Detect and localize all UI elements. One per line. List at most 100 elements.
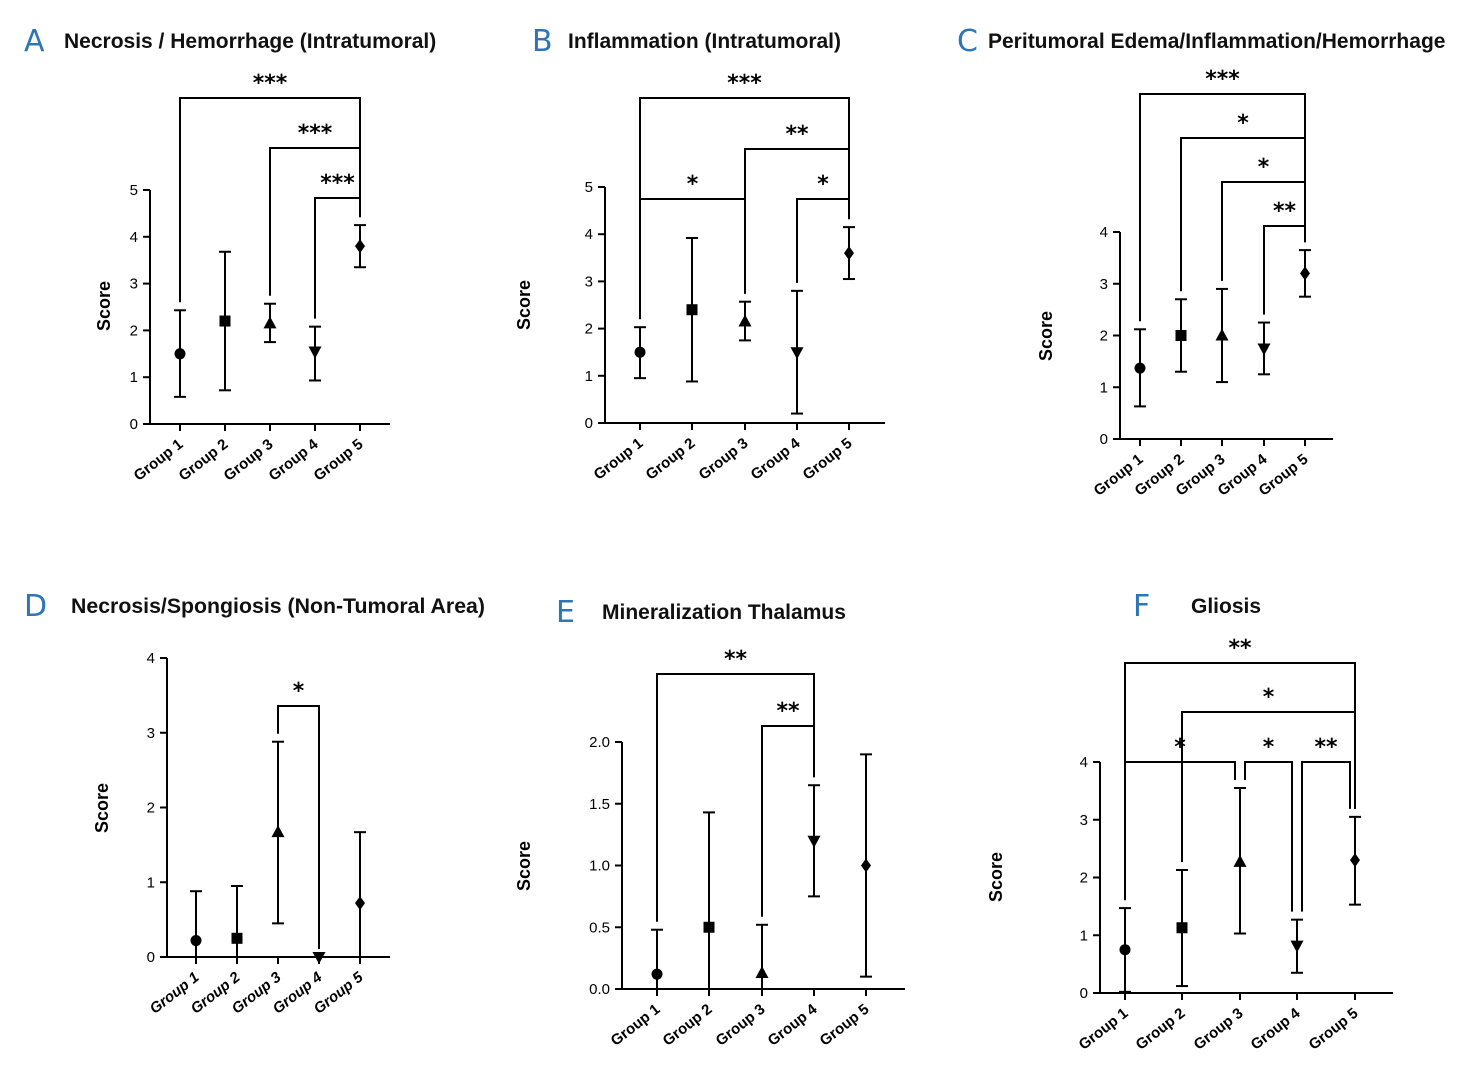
y-tick-label: 0 [130,416,138,433]
significance-label: *** [298,121,333,146]
y-axis-label: Score [94,281,114,331]
x-category-label: Group 3 [221,436,277,485]
x-category-label: Group 3 [713,1001,769,1050]
significance-bracket: ** [1301,735,1351,912]
y-tick-label: 3 [147,725,155,742]
x-category-label: Group 4 [765,1000,821,1049]
y-axis-label: Score [986,852,1006,902]
data-point-5 [355,896,365,911]
data-point-5 [1350,853,1360,868]
y-tick-label: 2 [585,321,593,338]
error-bar [190,890,202,958]
x-category-label: Group 3 [696,435,752,484]
panel-letter: C [957,24,978,59]
panel-title: Mineralization Thalamus [602,601,846,624]
data-point-1 [634,346,646,358]
y-tick-label: 4 [130,229,138,246]
y-tick-label: 3 [1100,276,1108,293]
x-category-label: Group 4 [1248,1004,1304,1053]
x-category-label: Group 5 [311,436,367,485]
y-tick-label: 0 [147,949,155,966]
data-point-4 [1257,343,1271,356]
error-bar [354,831,366,958]
significance-label: * [1263,685,1275,710]
panel-title: Gliosis [1191,595,1261,618]
significance-label: * [687,172,699,197]
panel-title: Necrosis/Spongiosis (Non-Tumoral Area) [71,595,485,618]
data-point-4 [807,835,821,848]
y-tick-label: 2 [1100,328,1108,345]
panel-letter: E [556,595,575,630]
y-tick-label: 3 [1080,812,1088,829]
panel-a: A Necrosis / Hemorrhage (Intratumoral) 0 1 2… [24,24,436,485]
data-point-1 [651,968,663,980]
x-category-label: Group 3 [1191,1005,1247,1054]
panel-e: E Mineralization Thalamus 0.0 0.5 1.0 1.5 2.0 S… [514,595,905,1050]
data-point-4 [790,347,804,360]
significance-bracket: *** [269,121,361,296]
y-tick-label: 1.0 [589,858,610,875]
significance-label: * [1258,155,1270,180]
panel-title: Inflammation (Intratumoral) [568,30,841,53]
data-point-1 [1134,362,1146,374]
y-tick-label: 0.5 [589,919,610,936]
data-point-5 [1300,266,1310,281]
error-bar [231,884,243,958]
significance-bracket: *** [314,171,361,319]
data-point-1 [174,348,186,360]
y-tick-label: 0 [1080,985,1088,1002]
y-tick-label: 1.5 [589,796,610,813]
significance-bracket: * [277,679,320,949]
significance-bracket: * [796,172,850,283]
x-category-label: Group 2 [176,436,232,485]
panel-letter: F [1133,589,1150,624]
y-tick-label: 4 [147,650,155,667]
y-tick-label: 4 [585,226,593,243]
y-tick-label: 2 [1080,870,1088,887]
data-point-3 [738,314,752,327]
y-tick-label: 0 [585,415,593,432]
significance-label: *** [320,171,355,196]
y-tick-label: 3 [585,273,593,290]
data-point-1 [190,935,202,947]
significance-label: ** [1314,735,1338,760]
y-tick-label: 2 [147,800,155,817]
data-point-2 [219,315,231,327]
significance-label: ** [724,647,748,672]
y-tick-label: 1 [130,369,138,386]
x-category-label: Group 2 [1133,1005,1189,1054]
y-tick-label: 0 [1100,431,1108,448]
data-point-3 [263,316,277,329]
data-point-4 [1290,940,1304,953]
x-category-label: Group 1 [131,436,187,485]
panel-title: Necrosis / Hemorrhage (Intratumoral) [64,30,436,53]
significance-label: * [1263,735,1275,760]
significance-label: * [293,679,305,704]
significance-label: * [1237,111,1249,136]
data-point-3 [755,965,769,978]
y-tick-label: 5 [585,179,593,196]
data-point-3 [271,825,285,838]
significance-bracket: ** [761,699,815,917]
data-point-1 [1119,944,1131,956]
data-point-2 [231,932,243,944]
y-tick-label: 3 [130,276,138,293]
significance-label: ** [776,699,800,724]
significance-label: * [817,172,829,197]
data-point-5 [861,858,871,873]
x-category-label: Group 4 [266,435,322,484]
significance-bracket: * [1124,735,1236,901]
x-category-label: Group 5 [817,1001,873,1050]
significance-label: *** [727,71,762,96]
y-axis-label: Score [514,280,534,330]
y-tick-label: 2.0 [589,734,610,751]
data-point-5 [355,239,365,254]
data-point-2 [1175,330,1187,341]
significance-label: ** [1228,636,1252,661]
panel-d: D Necrosis/Spongiosis (Non-Tumoral Area) 0… [24,589,485,1018]
data-point-2 [1176,922,1188,934]
panel-letter: A [24,24,45,59]
significance-label: ** [785,122,809,147]
y-axis-label: Score [1036,311,1056,361]
x-category-label: Group 4 [748,434,804,483]
